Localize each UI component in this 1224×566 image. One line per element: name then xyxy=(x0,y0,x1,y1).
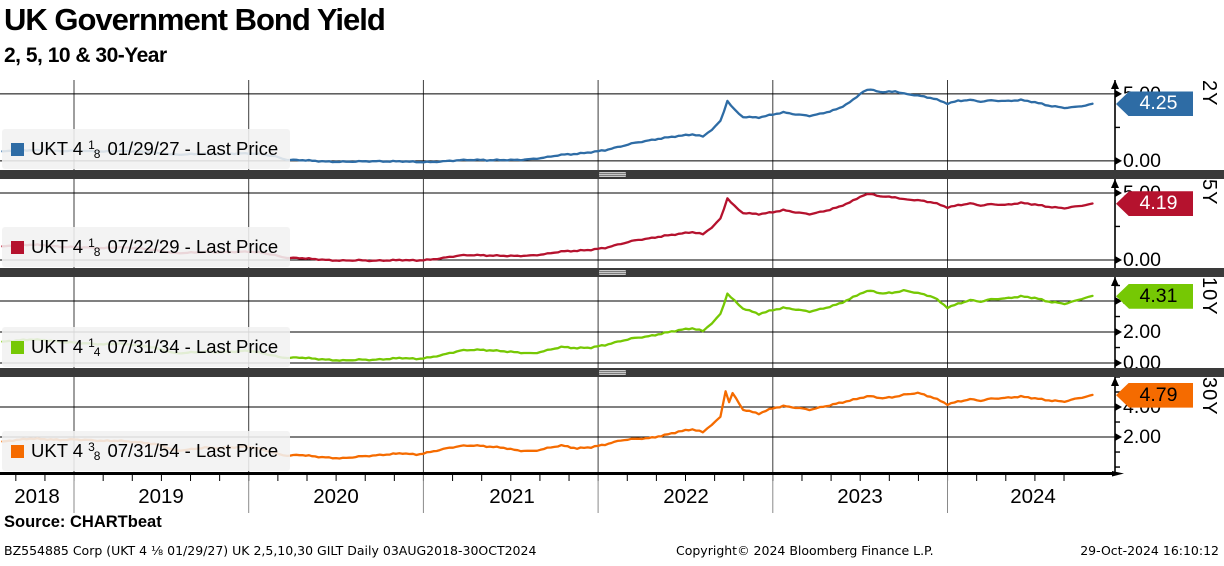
tick-arrow-icon xyxy=(1115,255,1122,264)
legend-10Y: UKT 4 14 07/31/34 - Last Price xyxy=(2,327,291,367)
footer-timestamp: 29-Oct-2024 16:10:12 xyxy=(1080,543,1219,558)
y-axis-label: 2.00 xyxy=(1123,321,1161,344)
tick-arrow-icon xyxy=(1115,403,1122,412)
legend-prefix: UKT 4 xyxy=(31,138,84,159)
x-axis-year-label: 2024 xyxy=(1010,485,1056,508)
panel-divider xyxy=(0,368,1224,377)
source-line: Source: CHARTbeat xyxy=(4,513,162,531)
y-axis-label: 0.00 xyxy=(1123,149,1161,172)
axis-up-arrow-icon xyxy=(1111,277,1119,286)
tick-arrow-icon xyxy=(1115,328,1122,337)
axis-up-arrow-icon xyxy=(1111,377,1119,386)
legend-fraction: 18 xyxy=(88,137,101,161)
x-axis-svg xyxy=(0,471,1124,513)
axis-up-arrow-icon xyxy=(1111,179,1119,188)
legend-prefix: UKT 4 xyxy=(31,440,84,461)
footer-security-info: BZ554885 Corp (UKT 4 ⅛ 01/29/27) UK 2,5,… xyxy=(4,543,537,558)
panel-resize-grip[interactable] xyxy=(599,370,626,375)
legend-rest: 07/31/54 - Last Price xyxy=(107,440,279,461)
panel-resize-grip[interactable] xyxy=(599,172,626,177)
footer-copyright: Copyright© 2024 Bloomberg Finance L.P. xyxy=(676,543,934,558)
legend-fraction: 38 xyxy=(88,439,101,463)
tick-arrow-icon xyxy=(1115,89,1122,98)
legend-5Y: UKT 4 18 07/22/29 - Last Price xyxy=(2,227,291,267)
legend-fraction: 18 xyxy=(88,235,101,259)
tenor-label-30Y: 30Y xyxy=(1198,377,1220,416)
last-price-badge-2Y: 4.25 xyxy=(1116,91,1193,117)
tick-arrow-icon xyxy=(1115,359,1122,368)
panel-divider xyxy=(0,170,1224,179)
x-axis-year-label: 2020 xyxy=(313,485,359,508)
legend-2Y: UKT 4 18 01/29/27 - Last Price xyxy=(2,129,291,169)
axis-right-arrow-icon xyxy=(1112,471,1124,477)
legend-prefix: UKT 4 xyxy=(31,336,84,357)
last-price-badge-5Y: 4.19 xyxy=(1116,191,1193,217)
tenor-label-10Y: 10Y xyxy=(1198,277,1220,316)
y-axis-label: 0.00 xyxy=(1123,248,1161,271)
legend-fraction: 14 xyxy=(88,335,101,359)
x-axis-year-label: 2022 xyxy=(663,485,709,508)
x-axis-line xyxy=(0,472,1115,475)
legend-swatch-icon xyxy=(11,340,24,354)
legend-swatch-icon xyxy=(11,142,24,156)
legend-swatch-icon xyxy=(11,444,24,458)
axis-up-arrow-icon xyxy=(1111,80,1119,89)
legend-swatch-icon xyxy=(11,240,24,254)
page-title: UK Government Bond Yield xyxy=(4,2,386,37)
panel-divider xyxy=(0,268,1224,277)
y-axis-label: 2.00 xyxy=(1123,426,1161,449)
legend-prefix: UKT 4 xyxy=(31,236,84,257)
legend-30Y: UKT 4 38 07/31/54 - Last Price xyxy=(2,431,291,471)
panel-resize-grip[interactable] xyxy=(599,270,626,275)
tenor-label-5Y: 5Y xyxy=(1198,179,1220,206)
last-price-badge-30Y: 4.79 xyxy=(1116,382,1193,408)
x-axis-year-label: 2019 xyxy=(138,485,184,508)
tenor-label-2Y: 2Y xyxy=(1198,80,1220,107)
tick-arrow-icon xyxy=(1115,297,1122,306)
tick-arrow-icon xyxy=(1115,433,1122,442)
tick-arrow-icon xyxy=(1115,156,1122,165)
legend-rest: 07/22/29 - Last Price xyxy=(107,236,279,257)
last-price-badge-10Y: 4.31 xyxy=(1116,283,1193,309)
x-axis-year-label: 2018 xyxy=(14,485,60,508)
tick-arrow-icon xyxy=(1115,188,1122,197)
legend-rest: 01/29/27 - Last Price xyxy=(107,138,279,159)
x-axis-year-label: 2021 xyxy=(489,485,535,508)
legend-rest: 07/31/34 - Last Price xyxy=(107,336,279,357)
footer: BZ554885 Corp (UKT 4 ⅛ 01/29/27) UK 2,5,… xyxy=(0,543,1224,563)
x-axis-year-label: 2023 xyxy=(837,485,883,508)
x-axis: 2018 2019 2020 2021 2022 2023 2024 xyxy=(0,471,1224,516)
page-subtitle: 2, 5, 10 & 30-Year xyxy=(4,44,167,67)
